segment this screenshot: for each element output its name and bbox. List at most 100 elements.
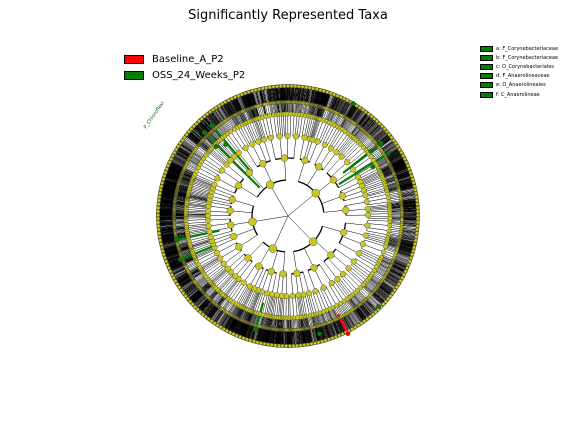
tree-branch [399,240,415,245]
tree-branch [208,205,231,209]
tree-branch [401,230,417,233]
tree-branch [201,258,221,271]
tree-branch [375,267,387,275]
tree-branch [193,178,214,187]
tree-branch [175,151,190,160]
tree-branch [233,97,241,113]
tree-branch [284,158,287,181]
tree-branch [188,131,202,143]
tree-branch [277,329,280,346]
tree-branch [350,310,360,325]
tree-branch [214,108,224,123]
tree-branch [378,285,391,296]
tree-branch [190,186,212,194]
tree-branch [335,319,343,335]
tree-branch [388,269,403,278]
tree-branch [364,237,387,245]
tree-branch [355,307,366,321]
tree-branch [268,87,272,104]
tree-branch [283,329,285,346]
tree-branch [343,142,359,159]
tree-branch [206,305,218,318]
tree-branch [162,246,179,251]
tree-branch [236,96,244,112]
tree-branch [187,196,210,202]
tree-branch [312,291,320,314]
tree-branch [166,170,182,177]
tree-branch [262,163,273,184]
tree-branch [234,319,242,335]
tree-branch [178,276,192,286]
tree-branch [213,270,230,286]
tree-branch [239,321,246,337]
tree-branch [272,86,275,103]
tree-branch [206,114,217,128]
tree-branch [378,285,392,296]
tree-branch [396,250,412,256]
tree-branch [225,279,240,298]
tree-branch [196,171,217,182]
tree-branch [245,148,258,167]
tree-branch [269,328,273,345]
tree-branch [317,290,327,311]
tree-branch [172,156,187,165]
tree-branch [379,283,393,294]
tree-branch [193,293,206,306]
tree-branch [295,273,299,296]
tree-branch [192,243,214,253]
tree-branch [310,327,314,344]
tree-branch [330,308,337,320]
tree-branch [204,303,216,317]
tree-branch [395,254,411,261]
tree-branch [217,273,233,290]
tree-branch [291,273,293,296]
tree-branch [367,210,390,213]
tree-branch [384,276,399,286]
tree-branch [158,222,175,225]
tree-branch [221,313,231,328]
tree-branch [192,127,205,140]
tree-branch [158,223,175,226]
tree-branch [398,242,415,248]
tree-branch [269,87,273,104]
tree-branch [159,197,176,201]
tree-branch [158,222,175,224]
tree-branch [163,177,180,183]
tree-branch [333,320,341,336]
tree-branch [195,295,207,308]
tree-branch [342,316,351,331]
tree-branch [201,161,221,174]
tree-branch [197,122,210,134]
tree-branch [365,299,377,312]
tree-branch [401,221,418,223]
tree-branch [355,258,375,271]
tree-branch [258,326,263,343]
tree-branch [158,226,175,229]
tree-branch [226,119,234,131]
tree-branch [158,230,175,233]
tree-branch [230,131,244,150]
tree-branch [401,222,418,225]
tree-branch [323,324,329,340]
tree-branch [258,246,271,267]
tree-branch [199,299,211,312]
tree-branch [189,130,203,142]
tree-branch [238,152,253,171]
tree-branch [186,205,209,208]
tree-branch [244,288,255,309]
tree-branch [279,329,281,346]
tree-branch [395,252,411,259]
tree-branch [191,240,213,249]
tree-branch [227,100,236,115]
tree-branch [367,223,390,226]
tree-branch [352,309,363,323]
tree-branch [189,237,211,244]
tree-branch [340,181,361,192]
tree-branch [169,161,185,169]
tree-branch [352,310,362,324]
tree-branch [366,230,389,236]
tree-branch [205,263,224,277]
tree-branch [331,321,339,337]
tree-branch [163,247,179,253]
tree-branch [195,149,206,158]
